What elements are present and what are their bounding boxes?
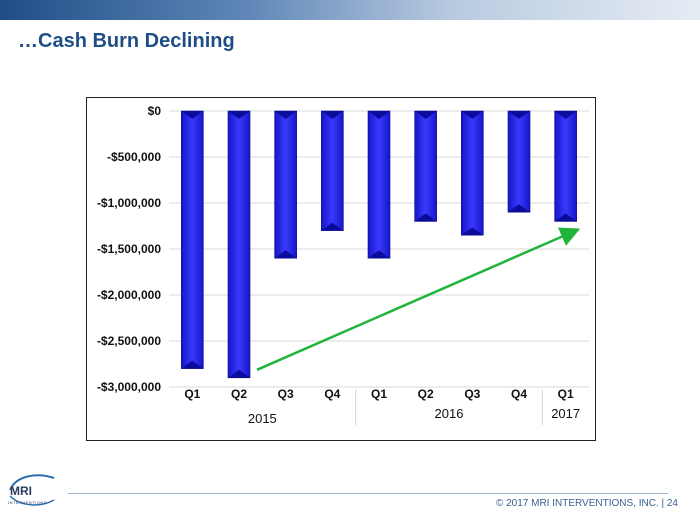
bar-cap-bottom: [554, 213, 577, 222]
y-tick-label: -$3,000,000: [97, 380, 161, 394]
bar-cap-top: [414, 111, 437, 119]
footer-copyright: © 2017 MRI INTERVENTIONS, INC. | 24: [495, 498, 678, 509]
bar-cap-bottom: [181, 360, 204, 369]
top-banner: [0, 0, 700, 20]
bar: [227, 110, 251, 379]
bar-cap-top: [321, 111, 344, 119]
x-group-label: 2017: [551, 406, 580, 421]
bar: [274, 110, 297, 259]
bar-cap-top: [274, 111, 297, 119]
bar: [461, 110, 484, 236]
x-group-label: 2016: [435, 406, 464, 421]
bar-cap-bottom: [461, 227, 484, 236]
x-tick-label: Q3: [464, 387, 480, 401]
chart-frame: $0 -$500,000 -$1,000,000 -$1,500,000 -$2,000…: [86, 97, 596, 441]
logo-text: MRI: [10, 484, 32, 498]
x-group-label: 2015: [248, 411, 277, 426]
x-tick-label: Q1: [184, 387, 200, 401]
logo-subtext: INTERVENTIONS: [8, 500, 47, 505]
x-tick-label: Q4: [511, 387, 527, 401]
bar-cap-bottom: [368, 250, 390, 259]
bar-cap-top: [508, 111, 530, 119]
bar: [554, 110, 577, 222]
bar-cap-bottom: [508, 204, 530, 213]
y-tick-label: -$2,000,000: [97, 288, 161, 302]
bar: [367, 110, 391, 259]
slide-title: …Cash Burn Declining: [18, 30, 235, 52]
bar: [414, 110, 437, 222]
y-tick-label: -$2,500,000: [97, 334, 161, 348]
y-tick-label: -$1,000,000: [97, 196, 161, 210]
bar: [507, 110, 531, 213]
bar-cap-top: [554, 111, 577, 119]
bar-chart: $0 -$500,000 -$1,000,000 -$1,500,000 -$2,000…: [97, 104, 589, 426]
bar-cap-top: [461, 111, 484, 119]
y-tick-label: $0: [148, 104, 162, 118]
x-tick-label: Q2: [418, 387, 434, 401]
bar-cap-top: [181, 111, 204, 119]
bar-cap-top: [228, 111, 250, 119]
x-tick-label: Q1: [558, 387, 574, 401]
bar-cap-bottom: [228, 369, 250, 378]
bar-cap-bottom: [321, 222, 344, 231]
bar-cap-bottom: [274, 250, 297, 259]
mri-logo-icon: [9, 474, 55, 506]
y-tick-label: -$1,500,000: [97, 242, 161, 256]
bar-cap-bottom: [414, 213, 437, 222]
x-tick-label: Q2: [231, 387, 247, 401]
bar: [321, 110, 344, 231]
x-tick-label: Q1: [371, 387, 387, 401]
x-tick-label: Q4: [324, 387, 340, 401]
footer-divider: [68, 493, 668, 494]
x-tick-label: Q3: [278, 387, 294, 401]
y-tick-label: -$500,000: [107, 150, 161, 164]
trend-arrow: [256, 227, 581, 371]
bar: [181, 110, 204, 369]
bar-cap-top: [368, 111, 390, 119]
